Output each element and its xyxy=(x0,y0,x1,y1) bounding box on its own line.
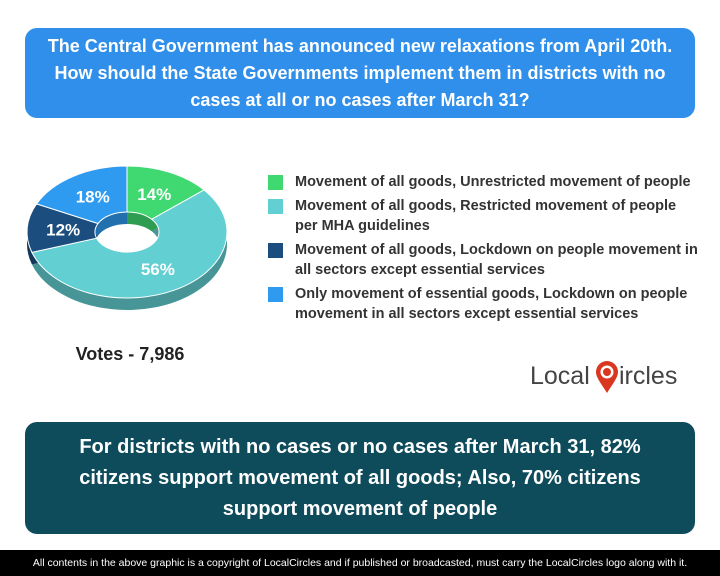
legend-label: Movement of all goods, Restricted moveme… xyxy=(295,198,677,234)
legend-swatch xyxy=(268,175,283,190)
localcircles-logo: Local ircles xyxy=(530,360,695,396)
legend-swatch xyxy=(268,199,283,214)
slice-label: 12% xyxy=(46,220,80,239)
legend-item: Movement of all goods, Lockdown on peopl… xyxy=(268,240,698,280)
chart-legend: Movement of all goods, Unrestricted move… xyxy=(268,172,698,328)
votes-count: Votes - 7,986 xyxy=(75,344,185,364)
legend-label: Only movement of essential goods, Lockdo… xyxy=(295,286,688,322)
copyright-footer: All contents in the above graphic is a c… xyxy=(0,550,720,576)
donut-slice xyxy=(31,189,228,299)
question-text: The Central Government has announced new… xyxy=(47,35,673,110)
question-banner: The Central Government has announced new… xyxy=(25,28,695,118)
donut-slice xyxy=(35,165,128,225)
legend-item: Movement of all goods, Unrestricted move… xyxy=(268,172,698,192)
slice-label: 56% xyxy=(141,260,175,279)
donut-chart: 14% 56% 12% 18% xyxy=(26,165,228,310)
location-pin-icon xyxy=(596,361,618,393)
finding-banner: For districts with no cases or no cases … xyxy=(25,422,695,534)
legend-label: Movement of all goods, Unrestricted move… xyxy=(295,174,691,190)
finding-text: For districts with no cases or no cases … xyxy=(79,435,641,520)
logo-text-right: ircles xyxy=(619,362,678,390)
logo-text-left: Local xyxy=(530,362,590,390)
legend-item: Only movement of essential goods, Lockdo… xyxy=(268,284,698,324)
legend-swatch xyxy=(268,287,283,302)
legend-swatch xyxy=(268,243,283,258)
legend-label: Movement of all goods, Lockdown on peopl… xyxy=(295,242,698,278)
slice-label: 18% xyxy=(76,187,110,206)
donut-slice xyxy=(126,165,205,220)
legend-item: Movement of all goods, Restricted moveme… xyxy=(268,196,698,236)
slice-label: 14% xyxy=(137,185,171,204)
